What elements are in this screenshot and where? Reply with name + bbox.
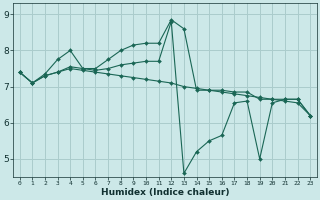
X-axis label: Humidex (Indice chaleur): Humidex (Indice chaleur) — [101, 188, 229, 197]
